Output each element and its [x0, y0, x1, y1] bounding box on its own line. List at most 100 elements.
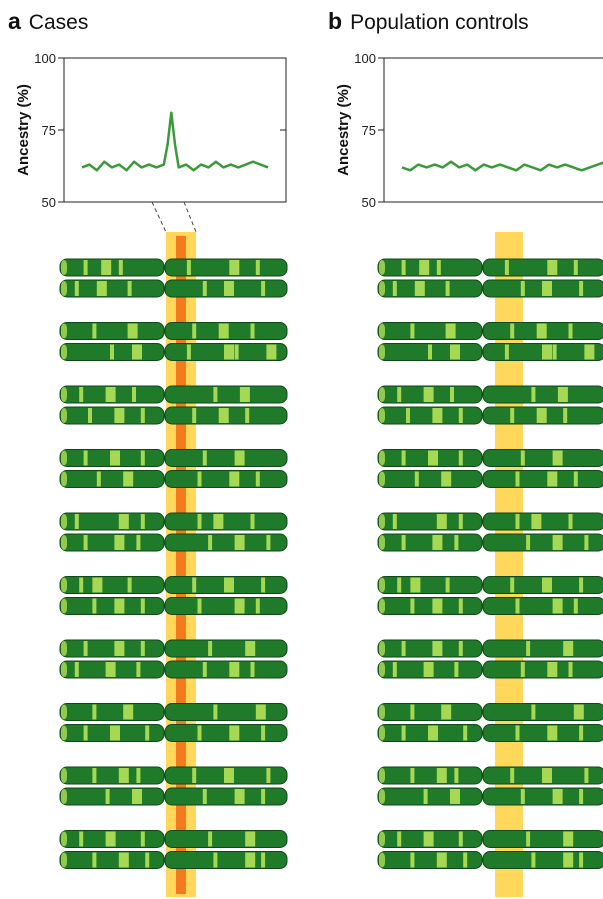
controls-ancestry-segment — [579, 577, 584, 593]
cases-ancestry-segment — [261, 789, 266, 804]
controls-chromosome-arm — [377, 597, 483, 615]
controls-chromosome-arm — [482, 470, 603, 488]
controls-chromosome-body — [377, 639, 483, 658]
controls-ancestry-segment — [445, 577, 450, 593]
cases-ancestry-segment — [92, 852, 97, 868]
controls-ancestry-segment — [401, 450, 406, 466]
cases-chromosome-body — [59, 533, 165, 552]
controls-ancestry-segment — [401, 641, 406, 656]
controls-telomere — [379, 662, 385, 677]
cases-chromosome-arm — [164, 343, 288, 361]
controls-ancestry-segment — [552, 789, 563, 804]
controls-ancestry-segment — [568, 662, 573, 677]
cases-ancestry-segment — [197, 598, 202, 614]
cases-ancestry-segment — [245, 852, 256, 868]
cases-chromosome-body — [59, 787, 165, 806]
controls-ancestry-segment — [458, 408, 463, 423]
cases-ancestry-segment — [250, 323, 255, 339]
panel-a-label: Cases — [28, 11, 89, 34]
cases-ancestry-segment — [229, 662, 240, 677]
cases-chromosome-arm — [164, 724, 288, 742]
controls-ancestry-segment — [552, 535, 563, 550]
controls-ancestry-segment — [463, 725, 468, 741]
cases-ancestry-segment — [234, 789, 245, 804]
controls-ancestry-segment — [510, 577, 515, 593]
controls-ytick-label: 100 — [354, 51, 376, 66]
cases-ancestry-segment — [197, 514, 202, 529]
cases-chromosome-arm — [59, 533, 165, 552]
cases-telomere — [61, 768, 67, 783]
controls-chromosome-arm — [482, 703, 603, 721]
cases-ancestry-segment — [261, 281, 266, 296]
cases-ancestry-segment — [110, 450, 120, 466]
cases-ancestry-segment — [229, 725, 240, 741]
controls-telomere — [379, 387, 385, 402]
controls-ancestry-segment — [458, 450, 463, 466]
controls-chromosome-arm — [377, 703, 483, 721]
controls-ancestry-segment — [568, 514, 573, 529]
controls-ancestry-segment — [436, 852, 447, 868]
controls-ancestry-segment — [510, 768, 515, 783]
controls-chromosome-body — [482, 703, 603, 721]
controls-ancestry-segment — [458, 641, 463, 656]
cases-telomere — [61, 598, 67, 614]
cases-ancestry-segment — [114, 535, 125, 550]
cases-ancestry-segment — [105, 831, 116, 847]
controls-chromosome-body — [482, 470, 603, 488]
cases-ancestry-segment — [79, 577, 84, 593]
cases-ancestry-segment — [105, 789, 110, 804]
controls-chromosome-arm — [482, 766, 603, 785]
controls-chromosome-body — [377, 279, 483, 298]
cases-ancestry-segment — [255, 598, 260, 614]
controls-chromosome-body — [377, 703, 483, 721]
cases-chromosome-body — [164, 385, 288, 404]
controls-chromosome-arm — [482, 660, 603, 679]
controls-telomere — [379, 831, 385, 847]
controls-ancestry-segment — [515, 725, 520, 741]
controls-chromosome-body — [482, 385, 603, 404]
cases-telomere — [61, 344, 67, 360]
cases-ancestry-segment — [266, 535, 271, 550]
controls-chromosome-arm — [482, 576, 603, 594]
cases-ancestry-segment — [224, 281, 234, 296]
controls-ancestry-segment — [536, 323, 547, 339]
cases-ytick-label: 75 — [42, 123, 56, 138]
controls-ancestry-segment — [423, 831, 434, 847]
cases-chromosome-body — [59, 322, 165, 340]
controls-ancestry-segment — [568, 323, 573, 339]
controls-ancestry-segment — [445, 281, 450, 296]
controls-ancestry-segment — [584, 344, 595, 360]
cases-ancestry-line — [81, 111, 269, 172]
cases-chromosome-arm — [59, 703, 165, 721]
cases-ancestry-segment — [245, 641, 256, 656]
cases-chromosome-body — [164, 639, 288, 658]
controls-ancestry-segment — [406, 408, 410, 423]
controls-chromosome-arm — [482, 343, 603, 361]
controls-chromosome-body — [377, 576, 483, 594]
cases-chromosome-arm — [164, 660, 288, 679]
cases-chromosome-body — [59, 851, 165, 869]
cases-chromosome-body — [164, 851, 288, 869]
controls-ancestry-segment — [520, 662, 525, 677]
controls-ancestry-segment — [520, 281, 525, 296]
cases-telomere — [61, 831, 67, 847]
controls-ancestry-segment — [397, 831, 402, 847]
controls-chromosome-arm — [482, 830, 603, 848]
cases-panel: 50 75 100 Ancestry (%) — [15, 51, 288, 897]
controls-chromosome-body — [377, 851, 483, 869]
cases-chromosome-arm — [59, 766, 165, 785]
controls-ancestry-segment — [542, 281, 552, 296]
cases-ancestry-segment — [229, 471, 240, 487]
cases-chromosome-arm — [164, 449, 288, 467]
cases-chromosome-arm — [59, 343, 165, 361]
controls-ancestry-segment — [526, 535, 531, 550]
cases-ancestry-segment — [132, 387, 136, 402]
controls-chromosome-body — [482, 724, 603, 742]
controls-chromosome-arm — [377, 639, 483, 658]
cases-ancestry-segment — [213, 514, 224, 529]
controls-ancestry-segment — [579, 725, 584, 741]
cases-ancestry-segment — [261, 577, 266, 593]
cases-chromosome-body — [59, 639, 165, 658]
cases-ancestry-segment — [132, 789, 142, 804]
